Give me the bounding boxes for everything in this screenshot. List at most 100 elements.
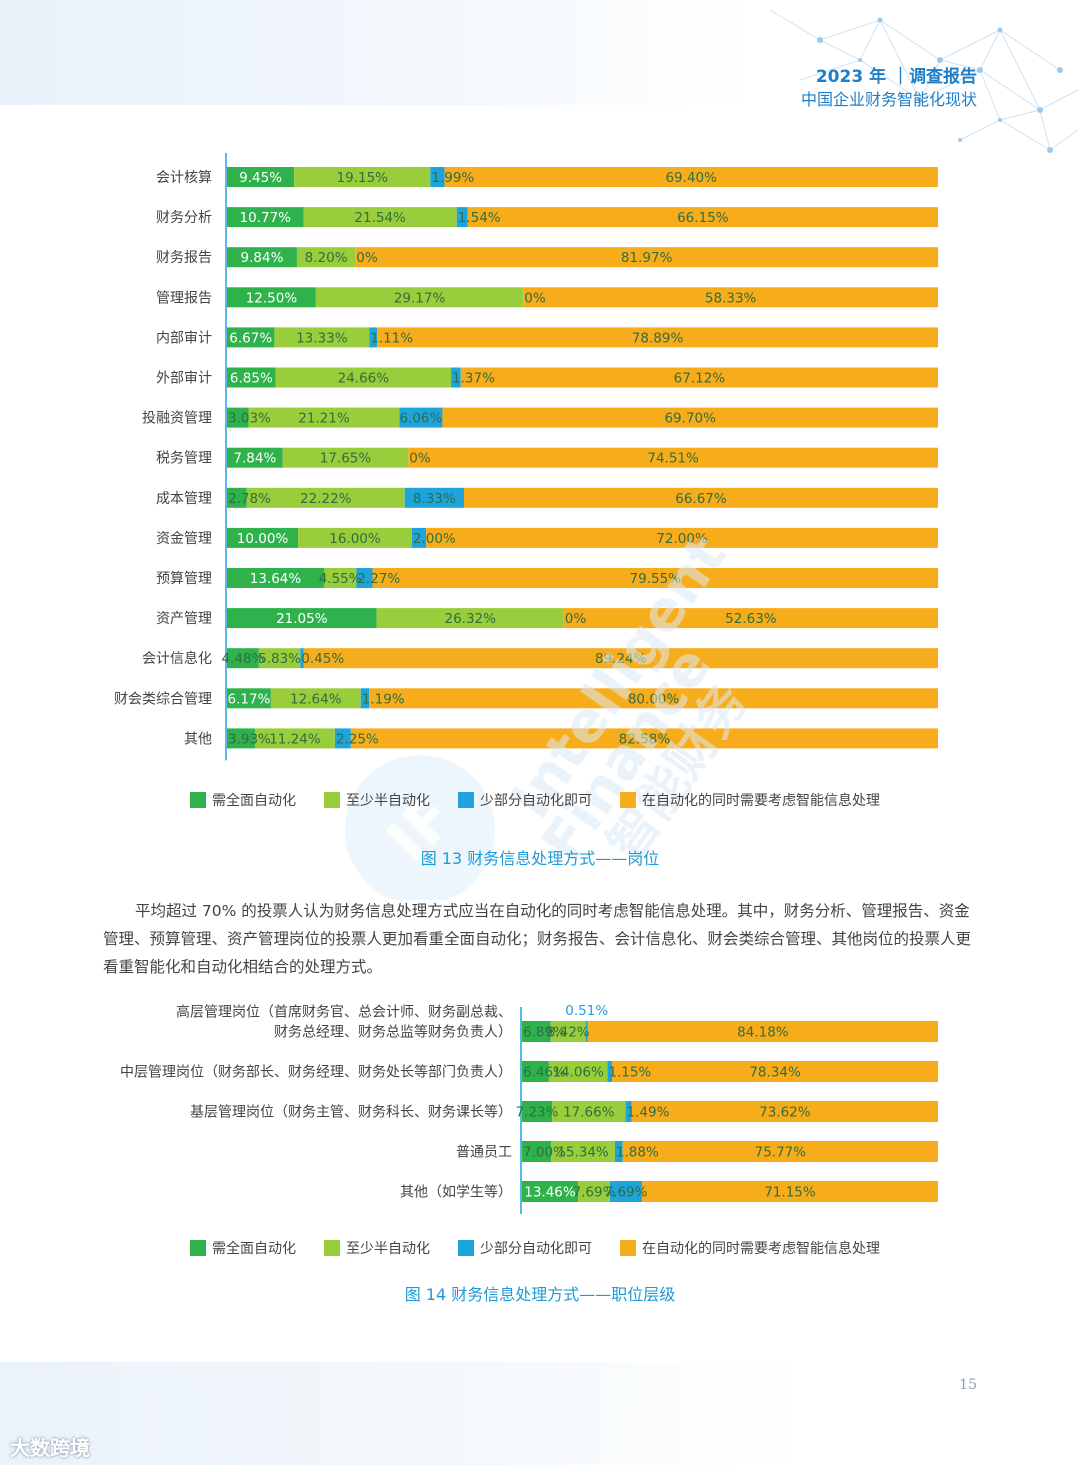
value-label: 9.45% bbox=[239, 170, 282, 186]
bar-segment-4 bbox=[444, 167, 938, 187]
legend-item-full: 需全面自动化 bbox=[190, 1238, 296, 1258]
category-label: 外部审计 bbox=[156, 371, 212, 387]
bar-segment-3 bbox=[404, 487, 464, 508]
bar-segment-3 bbox=[356, 568, 373, 588]
bar-segment-4 bbox=[408, 447, 938, 468]
value-label: 7.23% bbox=[516, 1105, 559, 1121]
legend-item-intelligent: 在自动化的同时需要考虑智能信息处理 bbox=[620, 1238, 880, 1258]
value-label: 0% bbox=[565, 611, 587, 627]
legend-item-partial: 少部分自动化即可 bbox=[458, 790, 592, 810]
bar-segment-4 bbox=[587, 1021, 938, 1042]
value-label: 79.55% bbox=[630, 571, 682, 587]
value-label: 75.77% bbox=[755, 1145, 807, 1161]
value-label: 26.32% bbox=[444, 611, 496, 627]
value-label: 12.50% bbox=[246, 290, 298, 306]
category-label: 其他 bbox=[184, 731, 212, 747]
bar-segment-4 bbox=[426, 527, 938, 548]
value-label: 13.46% bbox=[524, 1185, 576, 1201]
bar-segment-2 bbox=[577, 1181, 610, 1202]
bar-segment-3 bbox=[334, 728, 351, 749]
bar-segment-3 bbox=[585, 1021, 588, 1042]
value-label: 58.33% bbox=[705, 290, 757, 306]
bar-segment-4 bbox=[303, 648, 938, 669]
value-label: 78.89% bbox=[632, 330, 684, 346]
category-label: 普通员工 bbox=[456, 1145, 512, 1161]
bar-segment-2 bbox=[248, 407, 400, 428]
bar-segment-1 bbox=[227, 688, 271, 709]
category-label: 财务报告 bbox=[156, 250, 212, 266]
legend-swatch bbox=[324, 1240, 340, 1256]
bar-segment-2 bbox=[274, 327, 370, 348]
bar-segment-4 bbox=[622, 1141, 938, 1162]
value-label: 4.55% bbox=[319, 571, 362, 587]
legend-item-intelligent: 在自动化的同时需要考虑智能信息处理 bbox=[620, 790, 880, 810]
bar-segment-2 bbox=[294, 167, 431, 187]
value-label: 71.15% bbox=[764, 1185, 816, 1201]
legend-label: 在自动化的同时需要考虑智能信息处理 bbox=[642, 1241, 880, 1257]
bar-segment-1 bbox=[522, 1101, 553, 1122]
bar-segment-4 bbox=[563, 608, 938, 629]
report-year: 2023 年 ｜调查报告 bbox=[815, 67, 977, 87]
value-label: 2.00% bbox=[413, 531, 456, 547]
legend-label: 至少半自动化 bbox=[346, 793, 430, 809]
value-label: 8.42% bbox=[547, 1025, 590, 1041]
brand-watermark: 大数跨境 bbox=[10, 1436, 90, 1460]
bar-segment-1 bbox=[522, 1061, 549, 1082]
footer-band bbox=[0, 1362, 1080, 1465]
value-label: 7.69% bbox=[573, 1185, 616, 1201]
legend-swatch bbox=[620, 792, 636, 808]
category-label: 成本管理 bbox=[156, 491, 212, 507]
value-label: 72.00% bbox=[656, 531, 708, 547]
category-label: 高层管理岗位（首席财务官、总会计师、财务副总裁、 bbox=[176, 1004, 512, 1021]
bar-segment-1 bbox=[227, 407, 249, 428]
value-label: 81.97% bbox=[621, 250, 673, 266]
value-label: 16.00% bbox=[329, 531, 381, 547]
category-label: 资金管理 bbox=[156, 531, 212, 547]
value-label: 11.24% bbox=[269, 731, 321, 747]
category-label: 税务管理 bbox=[156, 451, 212, 467]
bar-segment-1 bbox=[227, 648, 259, 669]
value-label: 6.46% bbox=[523, 1065, 566, 1081]
bar-segment-3 bbox=[625, 1101, 632, 1122]
value-label: 7.69% bbox=[605, 1185, 648, 1201]
value-label: 9.84% bbox=[241, 250, 284, 266]
bar-segment-4 bbox=[442, 407, 938, 428]
bar-segment-4 bbox=[372, 568, 939, 588]
value-label: 67.12% bbox=[674, 371, 726, 387]
legend-label: 少部分自动化即可 bbox=[480, 1241, 592, 1257]
legend-item-partial: 少部分自动化即可 bbox=[458, 1238, 592, 1258]
value-label: 4.48% bbox=[221, 651, 264, 667]
bar-segment-3 bbox=[451, 367, 461, 388]
report-subtitle: 中国企业财务智能化现状 bbox=[800, 90, 977, 109]
value-label: 6.67% bbox=[229, 330, 272, 346]
bar-segment-1 bbox=[227, 167, 295, 187]
bar-segment-1 bbox=[227, 568, 324, 588]
bar-segment-4 bbox=[460, 367, 938, 388]
bar-segment-2 bbox=[298, 527, 412, 548]
category-label: 会计核算 bbox=[156, 170, 212, 186]
value-label: 0% bbox=[409, 451, 431, 467]
value-label: 74.51% bbox=[647, 451, 699, 467]
value-label: 80.00% bbox=[628, 691, 680, 707]
value-label: 19.15% bbox=[337, 170, 389, 186]
value-label: 21.05% bbox=[276, 611, 328, 627]
bar-segment-2 bbox=[548, 1061, 608, 1082]
value-label: 5.83% bbox=[258, 651, 301, 667]
bar-segment-4 bbox=[631, 1101, 938, 1122]
bar-segment-3 bbox=[609, 1181, 642, 1202]
network-decoration bbox=[769, 9, 1079, 153]
value-label: 1.15% bbox=[608, 1065, 651, 1081]
category-label: 财务总经理、财务总监等财务负责人） bbox=[274, 1024, 512, 1041]
value-label: 10.77% bbox=[240, 210, 292, 226]
bar-segment-2 bbox=[552, 1101, 626, 1122]
value-label: 6.17% bbox=[227, 691, 270, 707]
bar-segment-3 bbox=[399, 407, 443, 428]
value-label: 7.84% bbox=[233, 451, 276, 467]
bar-segment-4 bbox=[355, 247, 939, 268]
bar-segment-4 bbox=[463, 487, 938, 508]
category-label: 其他（如学生等） bbox=[400, 1184, 512, 1201]
value-label: 2.78% bbox=[228, 491, 271, 507]
value-label: 73.62% bbox=[759, 1105, 811, 1121]
value-label: 89.24% bbox=[595, 651, 647, 667]
